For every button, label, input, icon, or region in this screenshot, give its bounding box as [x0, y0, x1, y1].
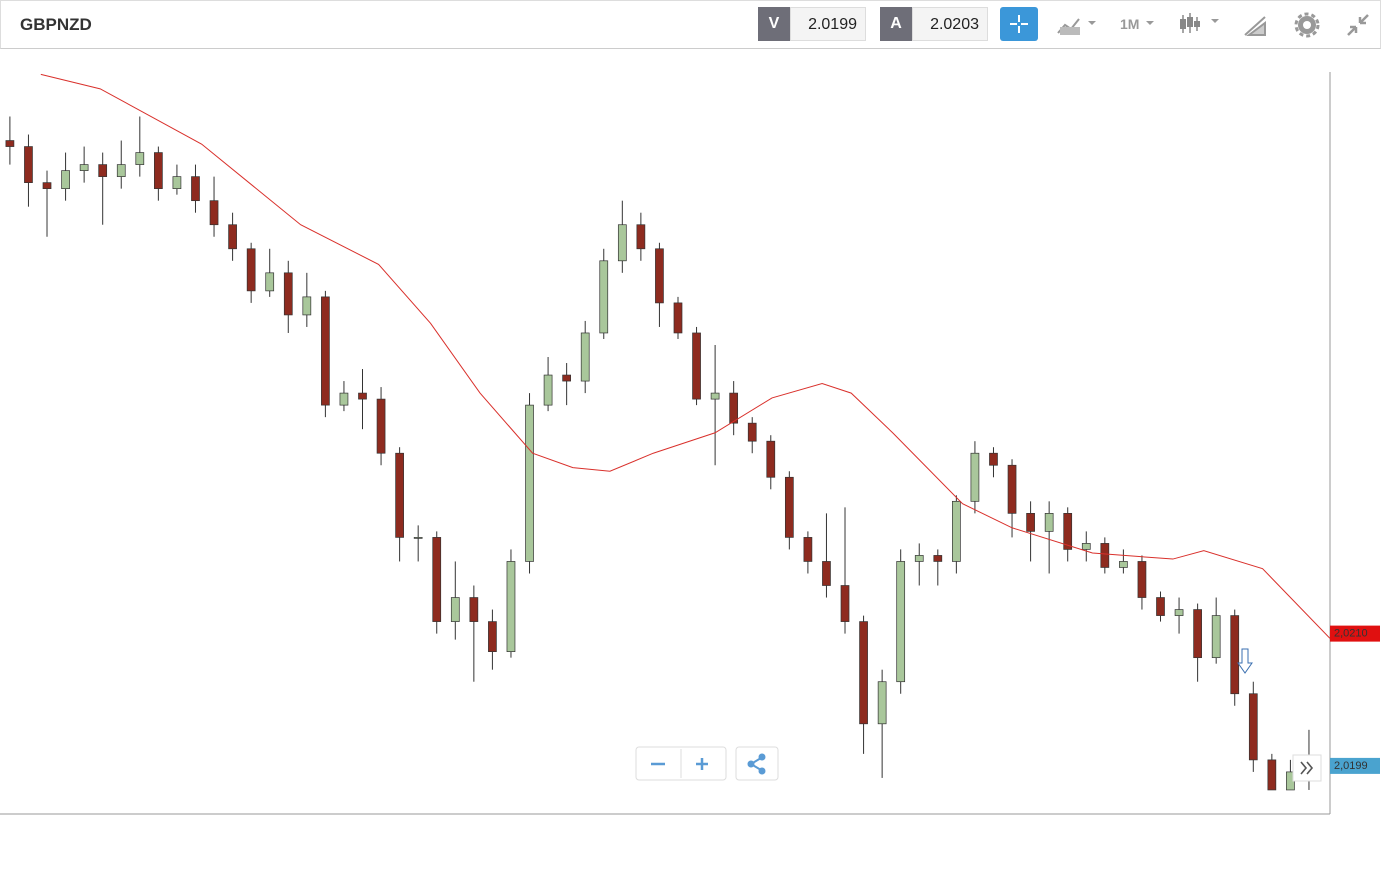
bid-label: V [758, 7, 790, 41]
candle-body [1137, 561, 1147, 598]
candle-body [580, 332, 590, 382]
candle-body [339, 392, 349, 406]
zoom-in[interactable] [696, 758, 708, 770]
candle-body [822, 561, 831, 586]
candle-body [283, 272, 293, 316]
candle-body [488, 621, 497, 652]
candle-body [302, 296, 312, 316]
candle-body [209, 200, 219, 226]
candle-body [1063, 513, 1073, 550]
candle-body [432, 537, 442, 622]
period-button[interactable]: 1M [1120, 16, 1140, 32]
candle-body [172, 176, 182, 190]
price-badge-label: 2,0199 [1334, 760, 1368, 772]
candle-body [376, 398, 386, 454]
candle-body [1044, 513, 1054, 532]
share-button[interactable] [735, 746, 779, 781]
candle-body [154, 152, 163, 190]
candle-body [784, 476, 794, 538]
candle-body [1230, 615, 1240, 695]
page: GBPNZD V 2.0199 A 2.0203 1M 2,0210 2,0199… [0, 0, 1381, 815]
candle-body [1267, 759, 1277, 791]
period-arrow [1146, 21, 1154, 25]
bid-price[interactable]: 2.0199 [790, 7, 866, 41]
candle-body [1211, 615, 1221, 659]
candle-body [1007, 464, 1017, 514]
candle-body [79, 164, 89, 171]
chart-type-button[interactable] [1056, 13, 1101, 37]
toolbar: GBPNZD V 2.0199 A 2.0203 1M [0, 0, 1381, 49]
candle-body [116, 164, 126, 177]
candle-body [543, 374, 553, 406]
collapse-button[interactable] [1345, 12, 1371, 38]
candle-body [710, 392, 720, 400]
candle-body [692, 332, 701, 400]
candle-body [617, 224, 627, 262]
candle-body [525, 404, 534, 562]
candle-body [673, 302, 683, 334]
candle-body [729, 392, 739, 424]
candle-body [265, 272, 275, 292]
price-badge [1330, 757, 1380, 774]
candle-body [1119, 561, 1128, 568]
settings-button[interactable] [1294, 12, 1320, 38]
chart: 2,0210 2,0199 [0, 72, 1380, 815]
candle-body [655, 248, 664, 304]
candle-body [896, 561, 906, 683]
draw-button[interactable] [1243, 13, 1269, 37]
candle-body [599, 260, 609, 334]
candle-body [1026, 513, 1035, 532]
crosshair-button[interactable] [1000, 7, 1038, 41]
candle-body [747, 422, 757, 442]
candle-body [24, 146, 33, 183]
candle-body [933, 555, 943, 562]
candle-type-button[interactable] [1179, 11, 1224, 37]
candle-body [1248, 693, 1258, 761]
zoom-controls [635, 746, 1322, 782]
candle-body [42, 182, 52, 190]
candle-body [970, 452, 980, 502]
candle-body [636, 224, 646, 250]
candle-body [1156, 597, 1165, 616]
candle-body [469, 597, 479, 622]
candle-body [803, 537, 813, 562]
candle-body [413, 537, 423, 539]
moving-average [40, 73, 1331, 639]
candle-body [877, 681, 887, 725]
candle-body [989, 452, 998, 466]
candle-body [228, 224, 237, 250]
candle-body [395, 452, 404, 538]
candle-body [5, 140, 15, 147]
candle-body [506, 561, 516, 652]
candle-body [562, 374, 571, 382]
candle-body [1081, 543, 1091, 550]
candle-body [840, 585, 850, 622]
price-badge [1330, 625, 1380, 642]
candle-body [450, 597, 460, 622]
candle-body [1174, 609, 1184, 616]
candle-body [1100, 543, 1110, 568]
symbol: GBPNZD [20, 15, 92, 34]
signal-arrow [1237, 648, 1253, 674]
candle-body [358, 392, 367, 400]
candle-body [1193, 609, 1202, 659]
candle-body [61, 170, 70, 190]
candle-body [135, 152, 145, 165]
price-badge-label: 2,0210 [1334, 628, 1368, 640]
candle-body [766, 440, 776, 478]
candle-body [98, 164, 108, 177]
candle-body [952, 500, 961, 562]
candle-body [859, 621, 868, 725]
ask-price[interactable]: 2.0203 [912, 7, 988, 41]
candle-body [914, 555, 924, 562]
candle-body [246, 248, 256, 292]
candle-body [191, 176, 200, 202]
candle-body [321, 296, 330, 406]
ask-label: A [880, 7, 912, 41]
scroll-end-button[interactable] [1292, 754, 1322, 782]
